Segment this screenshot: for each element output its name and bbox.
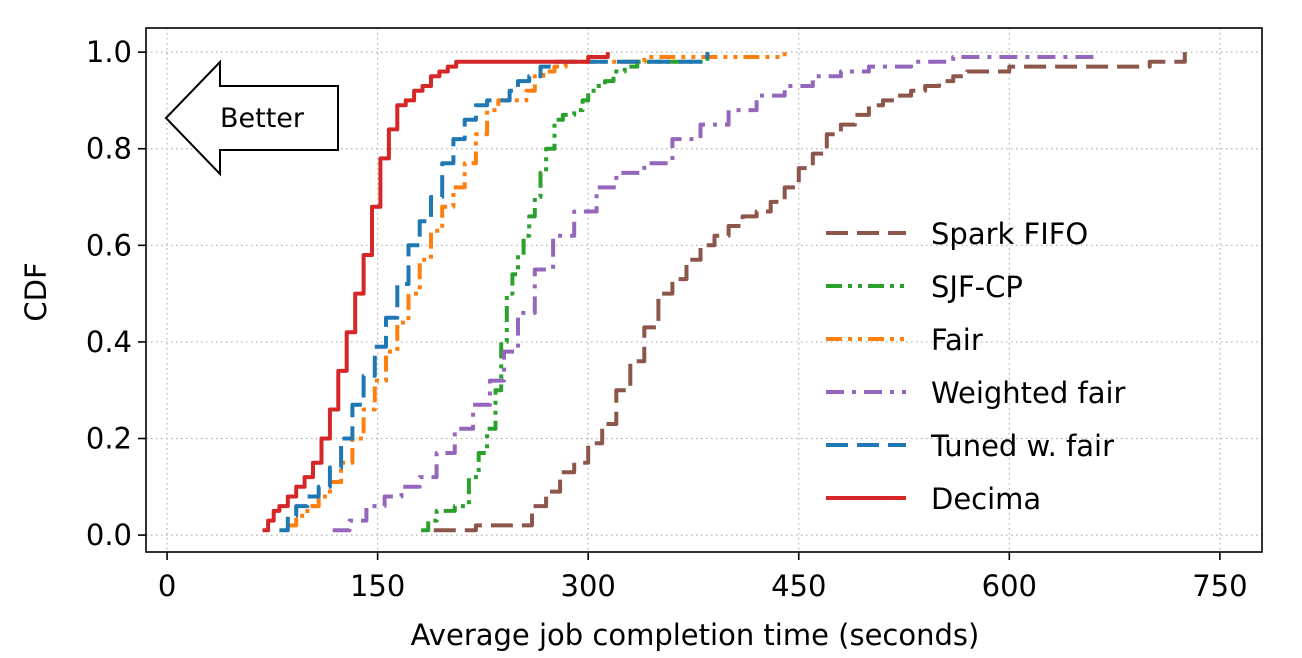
series-line-weighted-fair bbox=[332, 55, 1094, 533]
series-line-spark-fifo bbox=[433, 52, 1187, 533]
y-tick-label: 0.2 bbox=[86, 422, 132, 456]
legend-label-sjf-cp: SJF-CP bbox=[931, 270, 1023, 304]
y-tick-label: 0.6 bbox=[86, 228, 132, 262]
x-tick-label: 300 bbox=[561, 569, 616, 603]
x-tick-label: 0 bbox=[158, 569, 176, 603]
y-tick-label: 0.4 bbox=[86, 325, 132, 359]
y-tick-label: 0.8 bbox=[86, 132, 132, 166]
x-axis-title: Average job completion time (seconds) bbox=[411, 618, 980, 652]
series-line-decima bbox=[262, 52, 610, 533]
y-tick-label: 0.0 bbox=[86, 518, 132, 552]
x-tick-label: 750 bbox=[1192, 569, 1247, 603]
legend-label-tuned-w-fair: Tuned w. fair bbox=[930, 429, 1114, 463]
series-line-tuned-w-fair bbox=[279, 52, 710, 533]
y-axis-title: CDF bbox=[19, 262, 53, 321]
legend-label-decima: Decima bbox=[931, 482, 1041, 516]
legend-label-spark-fifo: Spark FIFO bbox=[931, 217, 1088, 251]
left-arrow-shape bbox=[164, 59, 339, 177]
x-tick-label: 450 bbox=[771, 569, 826, 603]
better-label: Better bbox=[220, 103, 305, 134]
x-tick-label: 150 bbox=[350, 569, 405, 603]
legend-label-weighted-fair: Weighted fair bbox=[931, 376, 1126, 410]
x-tick-label: 600 bbox=[982, 569, 1037, 603]
series-line-sjf-cp bbox=[421, 52, 710, 533]
series-line-fair bbox=[287, 52, 787, 528]
axis-ticks: 0 150 300 450 600 750 0.0 0.2 0.4 0.6 0.8 1.0 bbox=[86, 35, 1248, 603]
y-tick-label: 1.0 bbox=[86, 35, 132, 69]
better-annotation: Better bbox=[164, 59, 339, 177]
legend-label-fair: Fair bbox=[931, 323, 983, 357]
legend: Spark FIFO SJF-CP Fair Weighted fair Tuned w… bbox=[826, 217, 1126, 516]
series-lines bbox=[262, 52, 1187, 533]
plot-frame bbox=[145, 27, 1263, 553]
